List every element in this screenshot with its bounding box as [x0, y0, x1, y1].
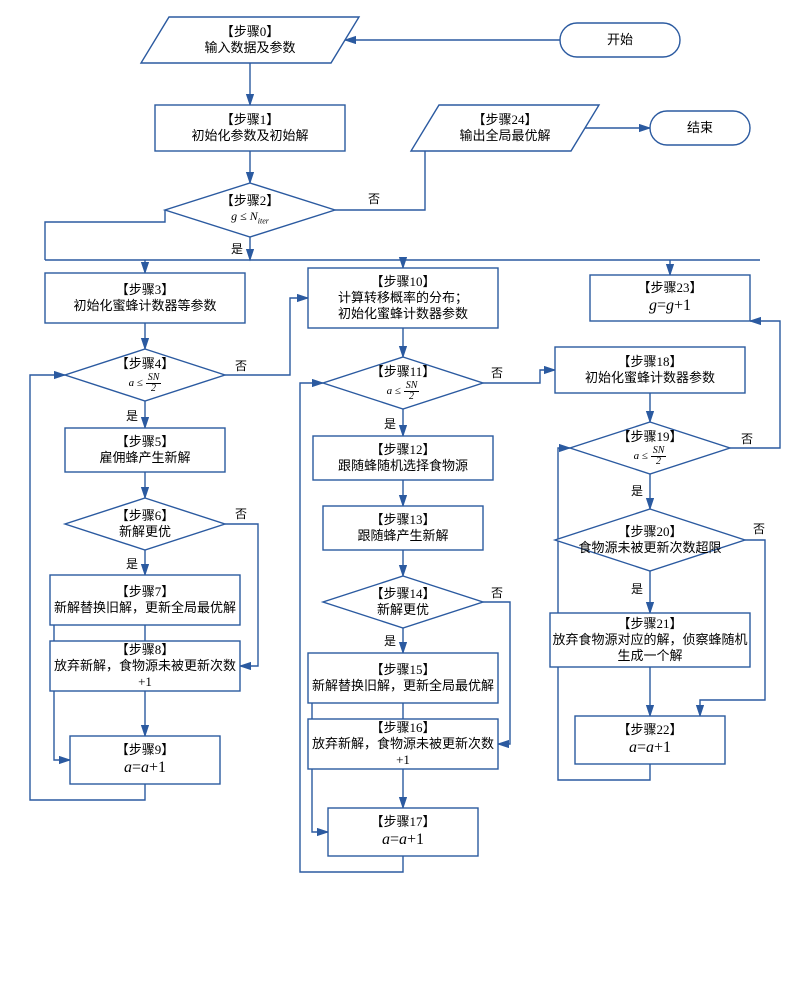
- edge-label: 否: [367, 190, 381, 207]
- node-step5-text: 【步骤5】雇佣蜂产生新解: [65, 428, 225, 472]
- edge-label: 否: [490, 584, 504, 601]
- node-step4-text: 【步骤4】a ≤ SN2: [65, 349, 225, 401]
- node-end-text: 结束: [650, 111, 750, 145]
- edge-label: 是: [230, 240, 244, 257]
- node-step0-text: 【步骤0】输入数据及参数: [155, 17, 345, 63]
- node-step9-text: 【步骤9】a=a+1: [70, 736, 220, 784]
- node-step22-text: 【步骤22】a=a+1: [575, 716, 725, 764]
- node-step8-text: 【步骤8】放弃新解，食物源未被更新次数+1: [50, 641, 240, 691]
- node-step21-text: 【步骤21】放弃食物源对应的解，侦察蜂随机生成一个解: [550, 613, 750, 667]
- edge-label: 是: [125, 555, 139, 572]
- node-step10-text: 【步骤10】计算转移概率的分布；初始化蜜蜂计数器参数: [308, 268, 498, 328]
- node-step7-text: 【步骤7】新解替换旧解，更新全局最优解: [50, 575, 240, 625]
- node-step19-text: 【步骤19】a ≤ SN2: [570, 422, 730, 474]
- node-step20-text: 【步骤20】食物源未被更新次数超限: [555, 509, 745, 571]
- edge-label: 是: [383, 415, 397, 432]
- edge-label: 否: [234, 357, 248, 374]
- edge-label: 否: [740, 430, 754, 447]
- node-start-text: 开始: [560, 23, 680, 57]
- edge-label: 否: [490, 364, 504, 381]
- node-step12-text: 【步骤12】跟随蜂随机选择食物源: [313, 436, 493, 480]
- node-step23-text: 【步骤23】g=g+1: [590, 275, 750, 321]
- node-step14-text: 【步骤14】新解更优: [323, 576, 483, 628]
- node-step15-text: 【步骤15】新解替换旧解，更新全局最优解: [308, 653, 498, 703]
- node-step11-text: 【步骤11】a ≤ SN2: [323, 357, 483, 409]
- node-step6-text: 【步骤6】新解更优: [65, 498, 225, 550]
- edge-label: 是: [630, 580, 644, 597]
- node-step2-text: 【步骤2】g ≤ Niter: [165, 183, 335, 237]
- node-step13-text: 【步骤13】跟随蜂产生新解: [323, 506, 483, 550]
- node-step1-text: 【步骤1】初始化参数及初始解: [155, 105, 345, 151]
- node-step17-text: 【步骤17】a=a+1: [328, 808, 478, 856]
- node-step16-text: 【步骤16】放弃新解，食物源未被更新次数+1: [308, 719, 498, 769]
- edge-label: 是: [383, 632, 397, 649]
- edge-label: 否: [752, 520, 766, 537]
- node-step3-text: 【步骤3】初始化蜜蜂计数器等参数: [45, 273, 245, 323]
- node-step24-text: 【步骤24】输出全局最优解: [425, 105, 585, 151]
- node-step18-text: 【步骤18】初始化蜜蜂计数器参数: [555, 347, 745, 393]
- edge-label: 否: [234, 505, 248, 522]
- edge-label: 是: [630, 482, 644, 499]
- edge-label: 是: [125, 407, 139, 424]
